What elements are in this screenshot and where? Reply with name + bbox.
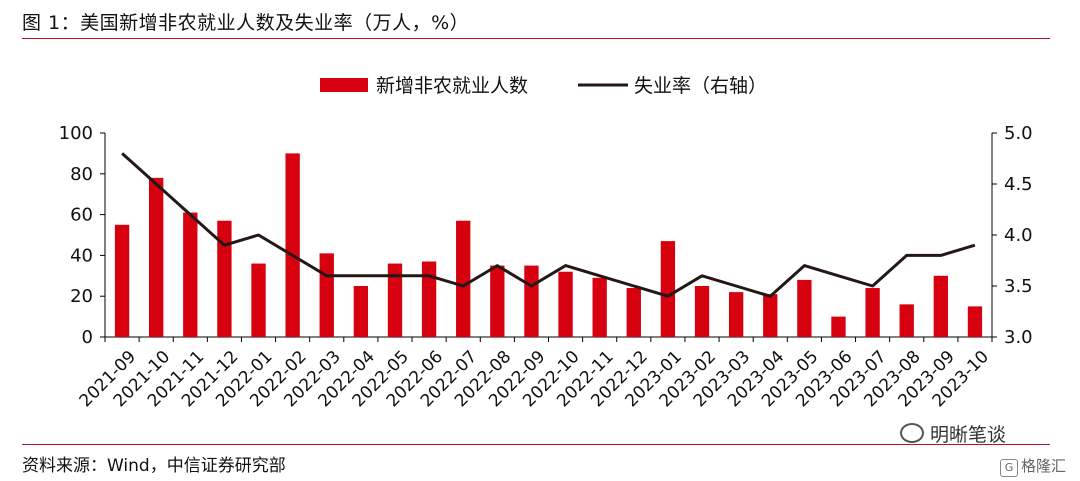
bar: [797, 279, 812, 337]
watermark: 明晰笔谈: [900, 420, 1006, 447]
bar: [831, 316, 846, 337]
chart: 新增非农就业人数 失业率（右轴） 0 20 40 60 80 100 3.0 3.5 4.0 4.5…: [59, 75, 1033, 411]
left-tick-label: 60: [70, 205, 93, 226]
watermark-badge-text: 格隆汇: [1021, 457, 1067, 475]
wechat-icon: [900, 423, 924, 443]
bar: [183, 212, 198, 337]
legend-swatch-bar: [320, 78, 368, 92]
bar: [319, 253, 334, 337]
bar: [763, 294, 778, 337]
bar: [933, 275, 948, 337]
left-tick-label: 80: [70, 164, 93, 185]
bar: [694, 286, 710, 337]
bar-series: [114, 153, 983, 337]
left-tick-label: 0: [82, 327, 93, 348]
source-note: 资料来源：Wind，中信证券研究部: [22, 456, 286, 476]
source-divider: [22, 444, 1050, 445]
bar: [626, 288, 641, 337]
bar: [899, 304, 914, 337]
bar: [524, 265, 539, 337]
bar: [285, 153, 300, 337]
bar: [490, 265, 505, 337]
bar: [421, 261, 437, 337]
bar: [592, 277, 607, 337]
bar: [728, 292, 744, 337]
watermark-text: 明晰笔谈: [930, 424, 1007, 446]
bar: [251, 263, 266, 337]
bar: [149, 177, 164, 337]
bar: [217, 220, 232, 337]
x-tick-labels: 2021-092021-102021-112021-122022-012022-…: [76, 347, 993, 411]
bar: [967, 306, 983, 337]
watermark-badge: G 格隆汇: [1000, 455, 1066, 477]
left-tick-label: 40: [70, 245, 93, 266]
right-tick-label: 3.5: [1004, 276, 1033, 297]
unemployment-line: [121, 152, 976, 298]
figure-title: 图 1：美国新增非农就业人数及失业率（万人，%）: [22, 12, 470, 34]
bar: [456, 220, 471, 337]
logo-icon: G: [1000, 459, 1018, 477]
axes: 0 20 40 60 80 100 3.0 3.5 4.0 4.5 5.0: [59, 123, 1033, 348]
title-divider: [22, 38, 1050, 39]
bar: [387, 263, 403, 337]
left-tick-label: 20: [70, 286, 93, 307]
legend-label-bar: 新增非农就业人数: [376, 75, 528, 97]
legend: 新增非农就业人数 失业率（右轴）: [320, 75, 767, 97]
bar: [558, 271, 573, 337]
right-tick-label: 4.5: [1004, 174, 1033, 195]
bar: [660, 241, 676, 337]
bar: [353, 286, 369, 337]
bar: [865, 288, 880, 337]
right-tick-label: 5.0: [1004, 123, 1033, 144]
legend-label-line: 失业率（右轴）: [634, 75, 767, 97]
bar: [114, 224, 130, 337]
right-tick-label: 3.0: [1004, 327, 1033, 348]
left-tick-label: 100: [59, 123, 93, 144]
line-series: [121, 152, 976, 298]
right-tick-label: 4.0: [1004, 225, 1033, 246]
